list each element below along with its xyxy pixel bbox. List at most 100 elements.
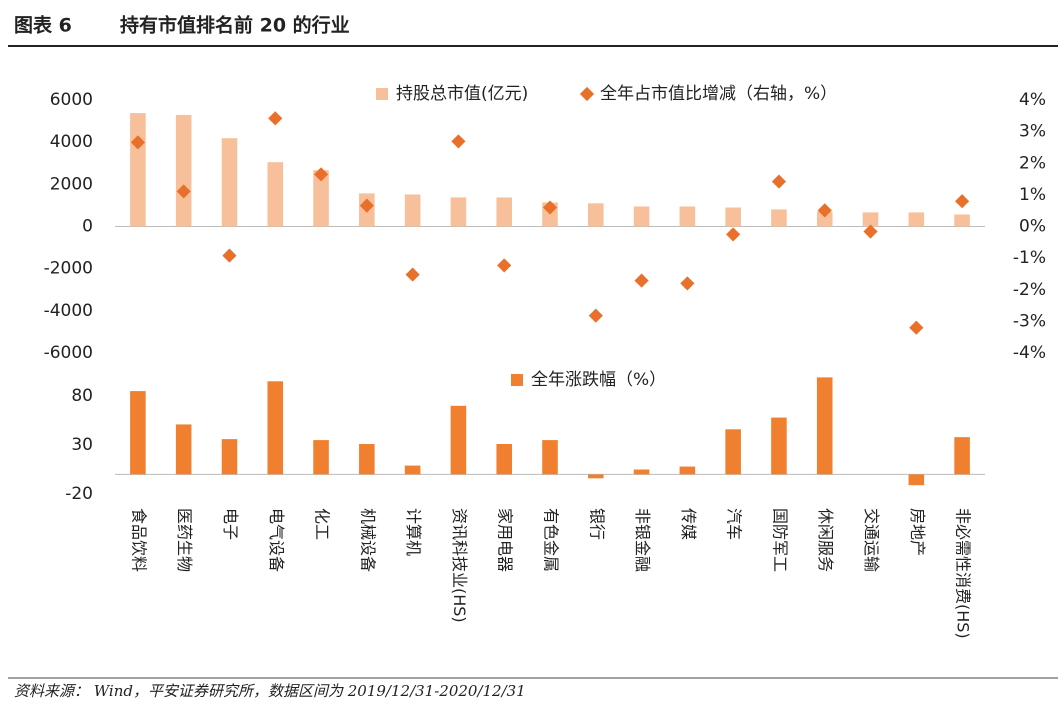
legend-swatch: [376, 88, 388, 100]
diamond-point: [176, 184, 191, 199]
diamond-point: [909, 320, 924, 335]
y-tick-label: 4000: [50, 132, 93, 152]
x-tick-label: 化工: [313, 508, 332, 540]
bar: [816, 377, 833, 475]
diamond-point: [405, 267, 420, 282]
x-tick-label: 食品饮料: [129, 508, 148, 572]
bar: [450, 405, 467, 475]
y2-tick-label: 3%: [1019, 122, 1046, 142]
diamond-point: [726, 227, 741, 242]
x-tick-label: 计算机: [404, 508, 423, 556]
diamond-point: [222, 248, 237, 263]
diamond-point: [359, 198, 374, 213]
bar: [313, 440, 329, 475]
legend-label: 全年占市值比增减（右轴，%）: [600, 84, 837, 104]
x-tick-label: 电气设备: [267, 508, 286, 572]
y-tick-label: 2000: [50, 174, 93, 194]
x-tick-label: 休闲服务: [816, 508, 835, 572]
bar: [130, 113, 146, 227]
bar: [267, 162, 284, 227]
diamond-point: [680, 276, 695, 291]
y2-tick-label: 2%: [1019, 153, 1046, 173]
y-tick-label: -20: [65, 484, 93, 504]
figure-title: 持有市值排名前 20 的行业: [120, 14, 350, 37]
bar: [542, 440, 558, 475]
diamond-point: [863, 224, 878, 239]
bar: [450, 197, 467, 227]
diamond-point: [268, 111, 283, 126]
x-tick-label: 非必需性消费(HS): [954, 508, 973, 639]
legend-swatch: [511, 374, 523, 386]
bar: [588, 474, 604, 479]
x-tick-label: 电子: [221, 508, 240, 540]
diamond-point: [130, 135, 145, 150]
y2-tick-label: 0%: [1019, 217, 1046, 237]
bar: [496, 444, 512, 475]
y-tick-label: -2000: [44, 259, 93, 279]
bar: [267, 381, 284, 475]
bar: [175, 424, 192, 475]
legend-label: 全年涨跌幅（%）: [531, 370, 666, 390]
bar: [771, 209, 787, 227]
bar: [404, 465, 421, 475]
bar: [313, 170, 329, 227]
y2-tick-label: 4%: [1019, 90, 1046, 110]
diamond-point: [313, 167, 329, 182]
y2-tick-label: -4%: [1013, 343, 1046, 363]
diamond-point: [451, 134, 466, 149]
x-tick-label: 家用电器: [496, 508, 515, 572]
x-tick-label: 国防军工: [770, 508, 789, 572]
bar: [954, 437, 970, 475]
bar: [175, 114, 192, 227]
bar: [633, 206, 650, 227]
y2-tick-label: -1%: [1013, 248, 1046, 268]
bar: [771, 417, 787, 475]
x-tick-label: 房地产: [908, 508, 927, 556]
figure-label: 图表 6: [14, 14, 72, 37]
diamond-point: [817, 203, 832, 218]
y-tick-label: 30: [71, 435, 93, 455]
legend-swatch: [579, 86, 595, 102]
y2-tick-label: -3%: [1013, 311, 1046, 331]
bar: [633, 469, 650, 475]
bar: [404, 194, 421, 227]
y-tick-label: 0: [82, 217, 93, 237]
bar: [908, 212, 925, 227]
diamond-point: [588, 308, 603, 323]
x-tick-label: 汽车: [725, 508, 744, 540]
diamond-point: [542, 200, 558, 215]
bar: [908, 474, 925, 486]
x-tick-label: 医药生物: [175, 508, 194, 572]
bar: [816, 211, 833, 227]
y-tick-label: 6000: [50, 90, 93, 110]
y2-tick-label: 1%: [1019, 185, 1046, 205]
source-note: 资料来源： Wind，平安证券研究所，数据区间为 2019/12/31-2020…: [14, 682, 526, 700]
legend-label: 持股总市值(亿元): [396, 84, 528, 104]
bar: [588, 203, 604, 227]
x-tick-label: 有色金属: [542, 508, 561, 572]
x-tick-label: 资讯科技业(HS): [450, 508, 469, 623]
x-tick-label: 银行: [587, 508, 606, 540]
bar: [221, 439, 238, 475]
diamond-point: [955, 194, 970, 209]
y-tick-label: -6000: [44, 343, 93, 363]
bar: [221, 138, 238, 227]
y2-tick-label: -2%: [1013, 280, 1046, 300]
x-tick-label: 交通运输: [862, 508, 881, 572]
bar: [679, 466, 696, 475]
diamond-point: [771, 174, 787, 189]
bar: [496, 197, 512, 227]
bar: [725, 429, 741, 475]
x-tick-label: 传媒: [679, 508, 698, 540]
x-tick-label: 非银金融: [633, 508, 652, 572]
x-tick-label: 机械设备: [358, 508, 377, 572]
y-tick-label: -4000: [44, 301, 93, 321]
bar: [725, 207, 741, 227]
bar: [954, 214, 970, 227]
bar: [679, 206, 696, 227]
diamond-point: [497, 258, 512, 273]
bar: [130, 391, 146, 475]
diamond-point: [634, 273, 649, 288]
y-tick-label: 80: [71, 386, 93, 406]
